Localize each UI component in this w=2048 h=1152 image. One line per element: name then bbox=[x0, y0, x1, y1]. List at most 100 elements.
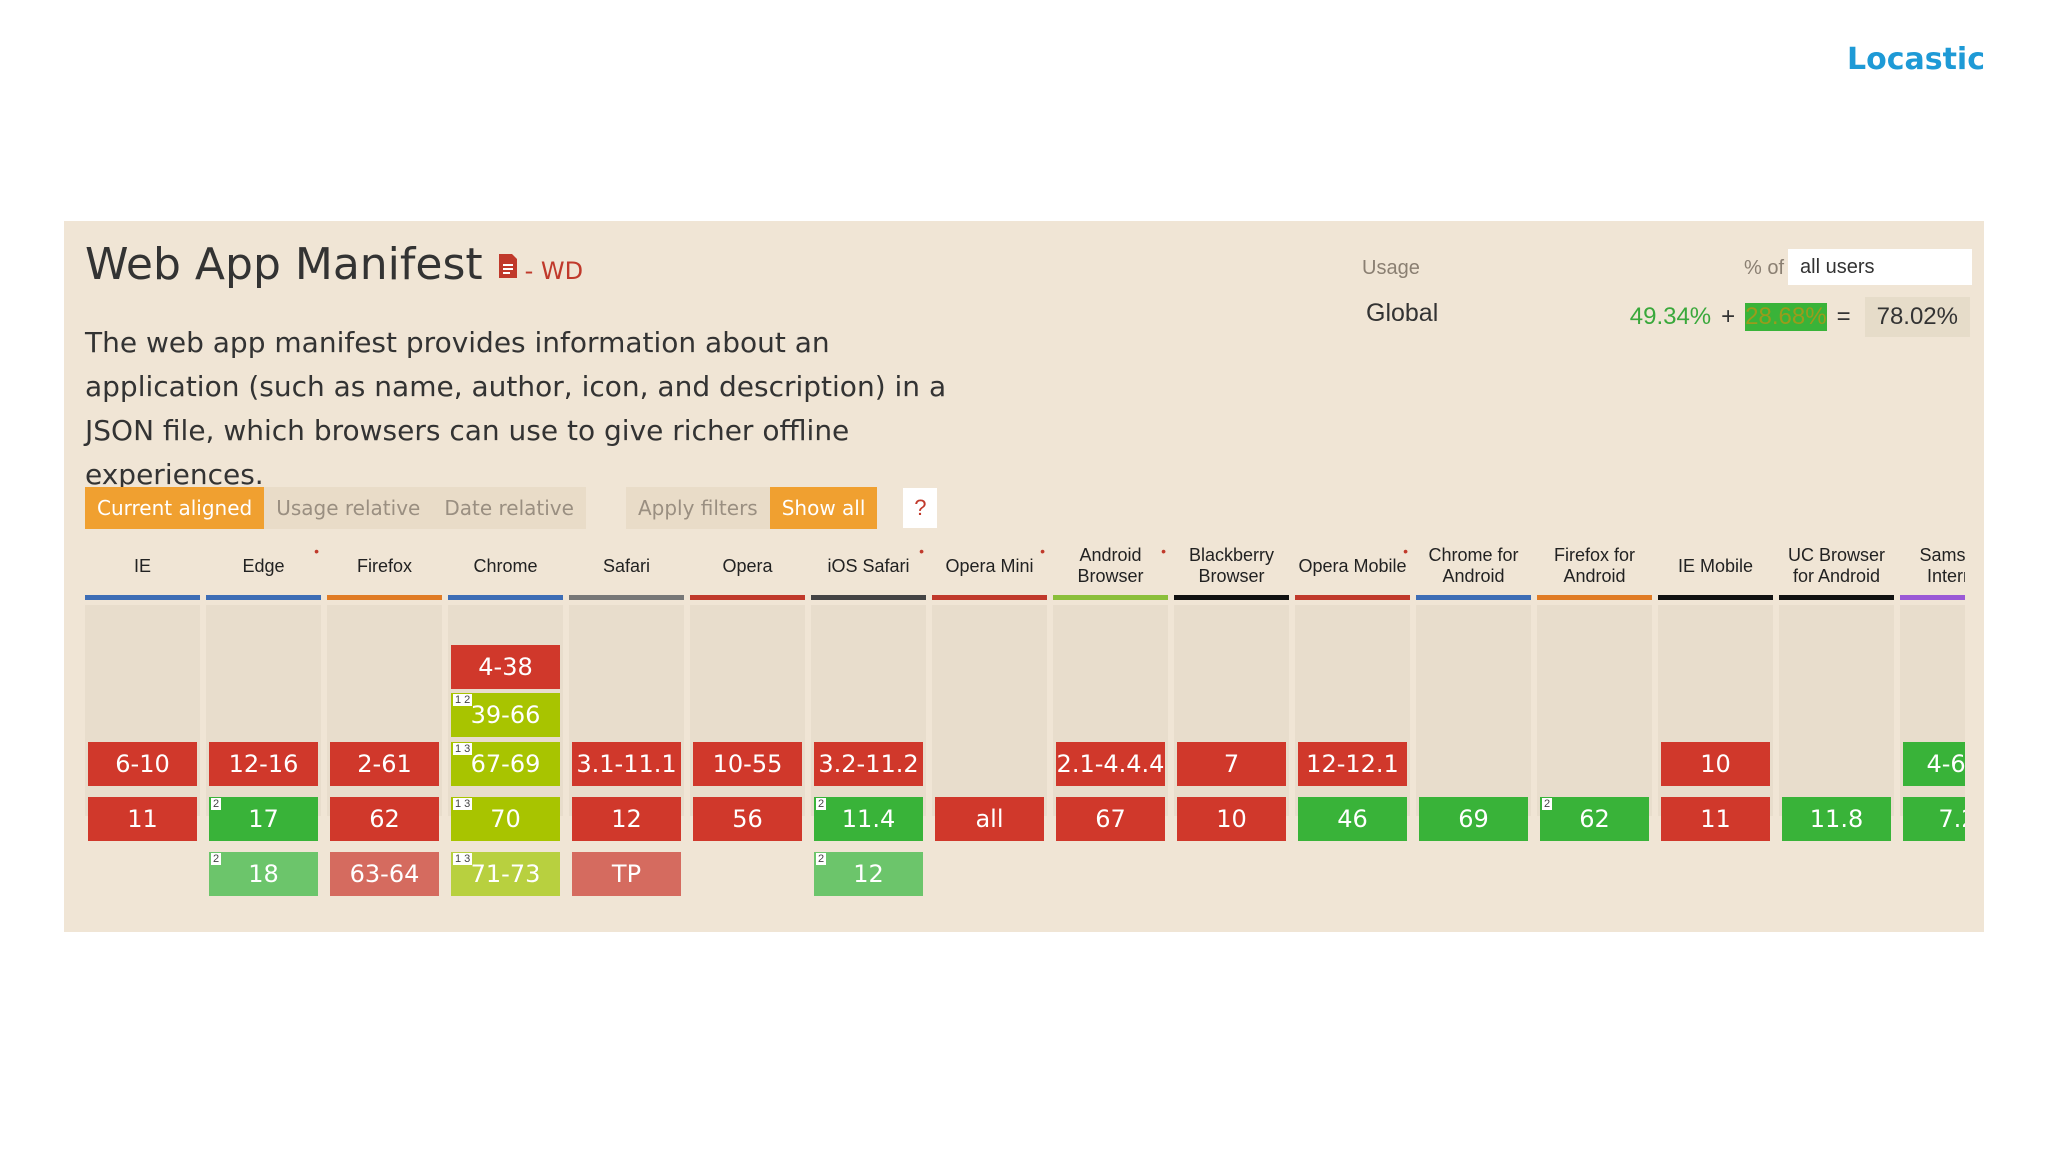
version-cell[interactable]: 11.8 bbox=[1782, 797, 1891, 841]
browser-column: Safari 3.1-11.1 12 TP bbox=[569, 537, 684, 932]
version-cell[interactable]: 18 2 bbox=[209, 852, 318, 896]
asterisk-icon: • bbox=[314, 543, 319, 559]
date-relative-button[interactable]: Date relative bbox=[432, 487, 586, 529]
browser-name[interactable]: iOS Safari • bbox=[827, 543, 924, 576]
version-label: 67-69 bbox=[470, 750, 541, 778]
version-label: 4-6.4 bbox=[1926, 750, 1965, 778]
version-cell[interactable]: 63-64 bbox=[330, 852, 439, 896]
version-cell[interactable]: TP bbox=[572, 852, 681, 896]
browser-column: UC Browser for Android 11.8 bbox=[1779, 537, 1894, 932]
version-cell[interactable]: 6-10 bbox=[88, 742, 197, 786]
version-cell[interactable]: 10 bbox=[1177, 797, 1286, 841]
browser-column: Blackberry Browser 7 10 bbox=[1174, 537, 1289, 932]
browser-color-line bbox=[1658, 595, 1773, 600]
usage-relative-button[interactable]: Usage relative bbox=[264, 487, 433, 529]
browser-name[interactable]: Opera Mini • bbox=[945, 543, 1045, 576]
version-cell[interactable]: 12-16 bbox=[209, 742, 318, 786]
browser-name[interactable]: Edge • bbox=[242, 543, 319, 576]
browser-color-line bbox=[932, 595, 1047, 600]
browser-color-line bbox=[569, 595, 684, 600]
version-cell[interactable]: 3.2-11.2 bbox=[814, 742, 923, 786]
browser-color-line bbox=[85, 595, 200, 600]
browser-color-line bbox=[811, 595, 926, 600]
document-icon[interactable] bbox=[497, 253, 519, 279]
version-label: 62 bbox=[1579, 805, 1610, 833]
version-label: 10 bbox=[1216, 805, 1247, 833]
version-cell[interactable]: 46 bbox=[1298, 797, 1407, 841]
asterisk-icon: • bbox=[1403, 543, 1408, 559]
browser-column: Edge • 12-16 17 2 18 2 bbox=[206, 537, 321, 932]
feature-title-row: Web App Manifest - WD bbox=[85, 239, 583, 290]
browser-name[interactable]: IE Mobile bbox=[1677, 555, 1754, 576]
equals-sign: = bbox=[1836, 303, 1851, 330]
column-background bbox=[1416, 605, 1531, 816]
version-cell[interactable]: 10 bbox=[1661, 742, 1770, 786]
browser-name[interactable]: Chrome bbox=[473, 555, 538, 576]
version-label: 12-16 bbox=[228, 750, 299, 778]
version-cell[interactable]: 69 bbox=[1419, 797, 1528, 841]
version-label: 10-55 bbox=[712, 750, 783, 778]
version-cell[interactable]: all bbox=[935, 797, 1044, 841]
browser-name[interactable]: Firefox bbox=[356, 555, 412, 576]
version-cell[interactable]: 12-12.1 bbox=[1298, 742, 1407, 786]
version-label: 39-66 bbox=[470, 701, 541, 729]
version-cell[interactable]: 10-55 bbox=[693, 742, 802, 786]
browser-name[interactable]: UC Browser for Android bbox=[1787, 545, 1885, 586]
version-cell[interactable]: 12 2 bbox=[814, 852, 923, 896]
version-cell[interactable]: 67-69 1 3 bbox=[451, 742, 560, 786]
version-cell[interactable]: 4-38 bbox=[451, 645, 560, 689]
version-cell[interactable]: 2-61 bbox=[330, 742, 439, 786]
version-cell[interactable]: 7.2 bbox=[1903, 797, 1965, 841]
version-label: 56 bbox=[732, 805, 763, 833]
version-label: 63-64 bbox=[349, 860, 420, 888]
apply-filters-button[interactable]: Apply filters bbox=[625, 487, 770, 529]
help-button[interactable]: ? bbox=[903, 488, 938, 528]
spec-status[interactable]: - WD bbox=[524, 257, 584, 285]
browser-name[interactable]: Blackberry Browser bbox=[1188, 545, 1275, 586]
version-cell[interactable]: 17 2 bbox=[209, 797, 318, 841]
asterisk-icon: • bbox=[919, 543, 924, 559]
browser-name[interactable]: IE bbox=[133, 555, 151, 576]
version-cell[interactable]: 39-66 1 2 bbox=[451, 693, 560, 737]
version-cell[interactable]: 67 bbox=[1056, 797, 1165, 841]
browser-color-line bbox=[1295, 595, 1410, 600]
version-label: 11 bbox=[127, 805, 158, 833]
version-cell[interactable]: 56 bbox=[693, 797, 802, 841]
browser-name[interactable]: Samsung Internet bbox=[1919, 545, 1965, 586]
users-select[interactable]: all users bbox=[1788, 249, 1972, 285]
version-cell[interactable]: 2.1-4.4.4 bbox=[1056, 742, 1165, 786]
version-cell[interactable]: 70 1 3 bbox=[451, 797, 560, 841]
version-label: 12 bbox=[611, 805, 642, 833]
version-cell[interactable]: 11 bbox=[1661, 797, 1770, 841]
version-cell[interactable]: 11 bbox=[88, 797, 197, 841]
version-label: 3.1-11.1 bbox=[576, 750, 677, 778]
browser-name[interactable]: Firefox for Android bbox=[1553, 545, 1636, 586]
version-cell[interactable]: 62 2 bbox=[1540, 797, 1649, 841]
version-label: 46 bbox=[1337, 805, 1368, 833]
version-cell[interactable]: 71-73 1 3 bbox=[451, 852, 560, 896]
version-cell[interactable]: 12 bbox=[572, 797, 681, 841]
browser-name[interactable]: Chrome for Android bbox=[1428, 545, 1519, 586]
version-label: 18 bbox=[248, 860, 279, 888]
browser-name[interactable]: Android Browser • bbox=[1077, 543, 1166, 586]
version-label: 2-61 bbox=[357, 750, 412, 778]
current-aligned-button[interactable]: Current aligned bbox=[85, 487, 265, 529]
version-label: 11 bbox=[1700, 805, 1731, 833]
browser-name[interactable]: Safari bbox=[602, 555, 651, 576]
version-label: 71-73 bbox=[470, 860, 541, 888]
browser-name[interactable]: Opera bbox=[722, 555, 773, 576]
show-all-button[interactable]: Show all bbox=[769, 487, 878, 529]
browser-name[interactable]: Opera Mobile • bbox=[1298, 543, 1408, 576]
version-label: 11.4 bbox=[841, 805, 896, 833]
version-cell[interactable]: 11.4 2 bbox=[814, 797, 923, 841]
version-cell[interactable]: 62 bbox=[330, 797, 439, 841]
browser-color-line bbox=[1416, 595, 1531, 600]
version-label: 6-10 bbox=[115, 750, 170, 778]
version-label: 62 bbox=[369, 805, 400, 833]
supported-pct: 49.34% bbox=[1629, 303, 1712, 330]
version-cell[interactable]: 7 bbox=[1177, 742, 1286, 786]
version-label: all bbox=[975, 805, 1004, 833]
version-cell[interactable]: 4-6.4 bbox=[1903, 742, 1965, 786]
version-cell[interactable]: 3.1-11.1 bbox=[572, 742, 681, 786]
browser-column: Samsung Internet 4-6.4 7.2 bbox=[1900, 537, 1965, 932]
